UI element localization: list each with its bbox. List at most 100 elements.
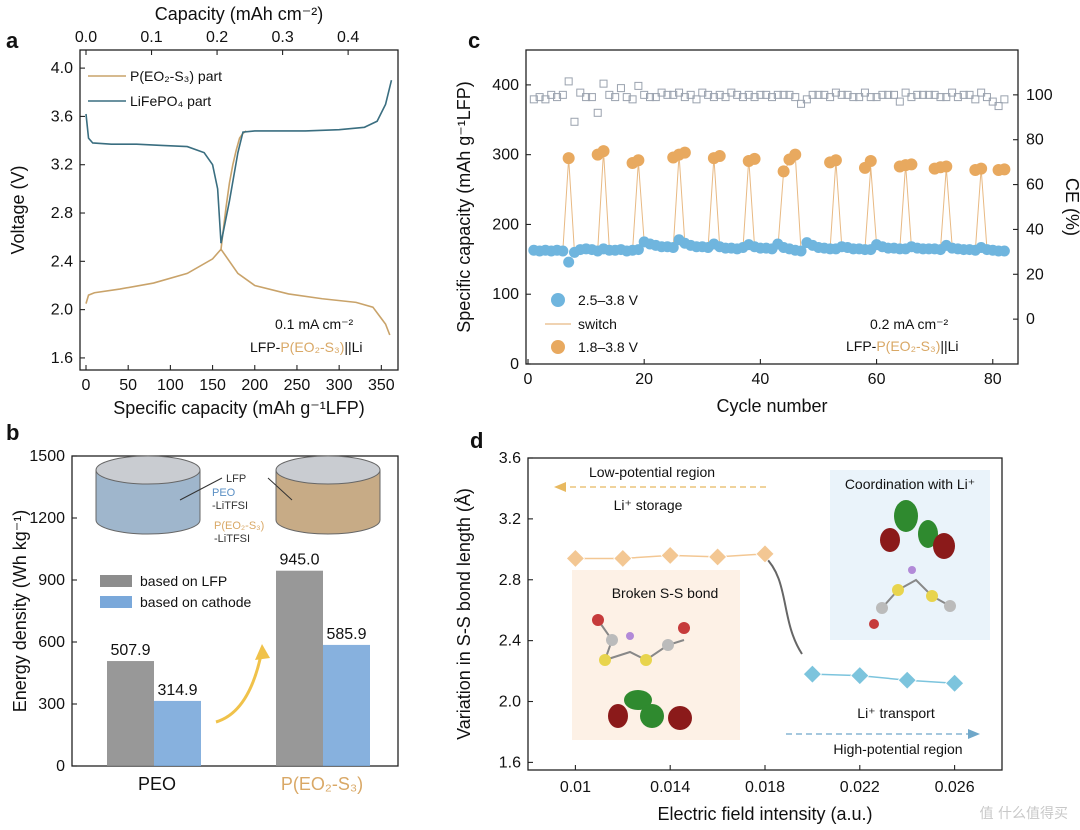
peos-cylinder-top xyxy=(275,455,381,485)
inset-label-lfp: LFP xyxy=(226,473,246,485)
panel-a-y-tick-label: 3.6 xyxy=(51,108,73,125)
panel-d-x-tick-label: 0.01 xyxy=(560,779,591,796)
low-region-arrow-head xyxy=(554,482,566,492)
panel-c-ce-point xyxy=(640,90,649,99)
panel-b-y-tick-label: 300 xyxy=(38,696,65,713)
panel-a: a 0 50 100 150 200 250 300 350 0.0 0.1 0.2 0.3 0.4 … xyxy=(6,4,399,418)
molecule-broken-bond xyxy=(592,614,692,730)
panel-c-ce-point xyxy=(768,93,776,102)
panel-c-y2-tick-label: 80 xyxy=(1026,132,1044,149)
annotation-broken-bond: Broken S-S bond xyxy=(612,585,719,601)
panel-c-ce-point xyxy=(599,79,608,88)
panel-a-x-label: Specific capacity (mAh g⁻¹LFP) xyxy=(113,398,365,418)
panel-c-ce-point xyxy=(698,88,707,97)
panel-c-annotation-rate: 0.2 mA cm⁻² xyxy=(870,316,949,332)
panel-label-d: d xyxy=(470,428,483,453)
panel-a-line-up-1 xyxy=(220,79,393,244)
annotation-coordination: Coordination with Li⁺ xyxy=(845,476,975,492)
panel-c-y-tick-label: 0 xyxy=(510,356,519,373)
panel-a-plot-area xyxy=(79,49,399,371)
panel-c-ce-point xyxy=(924,90,933,99)
panel-c-legend-label-1: switch xyxy=(578,316,617,332)
panel-c-orange-point xyxy=(632,154,645,167)
panel-c-y2-ticks: 0 20 40 60 80 100 xyxy=(1013,87,1053,328)
panel-c-blue-point xyxy=(557,245,569,257)
watermark: 值 什么值得买 xyxy=(980,805,1068,822)
panel-c-ce-point xyxy=(797,99,806,108)
panel-c-legend-swatch-2 xyxy=(551,340,565,354)
panel-label-b: b xyxy=(6,420,19,445)
panel-a-y-ticks: 1.6 2.0 2.4 2.8 3.2 3.6 4.0 xyxy=(51,60,85,367)
panel-c-ce-point xyxy=(808,90,817,99)
panel-c-ce-point xyxy=(616,84,625,93)
panel-c-ce-point xyxy=(721,93,730,102)
panel-c-ce-point xyxy=(576,88,585,97)
molecule-coordination xyxy=(869,500,956,629)
panel-a-y-label: Voltage (V) xyxy=(8,165,28,254)
high-region-arrow-head xyxy=(968,729,980,739)
panel-d-y-tick-label: 2.4 xyxy=(499,633,521,650)
panel-c-y-ticks: 0 100 200 300 400 xyxy=(492,77,531,373)
panel-b-legend-label-0: based on LFP xyxy=(140,573,227,589)
panel-c-ce-point xyxy=(988,97,997,106)
panel-c-ce-point xyxy=(669,90,678,99)
panel-d-point-1 xyxy=(897,670,917,690)
panel-a-line-0 xyxy=(85,247,391,336)
panel-c-ce-point xyxy=(791,93,800,102)
panel-c-y2-tick-label: 40 xyxy=(1026,221,1044,238)
panel-c-ce-point xyxy=(901,88,910,97)
panel-d-point-1 xyxy=(945,673,965,693)
panel-c-orange-point xyxy=(829,154,842,167)
inset-pointer-lfp-2 xyxy=(267,477,293,501)
panel-c-plot-area xyxy=(525,49,1019,365)
inset-label-litfsi-2: -LiTFSI xyxy=(214,533,250,545)
panel-a-x-tick-label: 300 xyxy=(326,377,353,394)
panel-d-x-label: Electric field intensity (a.u.) xyxy=(657,804,872,824)
panel-c-ce-point xyxy=(837,90,846,99)
peo-cylinder-body xyxy=(95,470,201,535)
panel-d-x-tick-label: 0.022 xyxy=(840,779,880,796)
panel-a-x2-label: Capacity (mAh cm⁻²) xyxy=(155,4,324,24)
panel-c-ce-point xyxy=(948,88,957,97)
panel-c-ce-point xyxy=(843,90,852,99)
improvement-arrow-head xyxy=(255,644,270,660)
panel-c-y-tick-label: 100 xyxy=(492,286,519,303)
panel-c-ce-point xyxy=(994,102,1003,111)
panel-c-blue-point xyxy=(563,256,575,268)
panel-c-ce-point xyxy=(587,93,596,102)
panel-d-point-0 xyxy=(613,548,633,569)
panel-b-bar-1-0 xyxy=(154,700,201,766)
panel-a-y-tick-label: 2.8 xyxy=(51,205,73,222)
inset-label-peo: PEO xyxy=(212,487,236,499)
panel-c-ce-point xyxy=(686,90,695,99)
panel-d-y-tick-label: 3.2 xyxy=(499,511,521,528)
panel-c-ce-point xyxy=(820,90,829,99)
panel-a-series xyxy=(85,79,393,336)
panel-c-ce-point xyxy=(564,77,573,86)
panel-c-ce-point xyxy=(593,108,602,117)
panel-c-ce-point xyxy=(651,93,660,102)
panel-a-y-tick-label: 2.4 xyxy=(51,253,73,270)
panel-d-y-tick-label: 1.6 xyxy=(499,754,521,771)
panel-c-blue-point xyxy=(998,245,1010,257)
panel-c-ce-point xyxy=(547,90,556,99)
panel-label-a: a xyxy=(6,28,19,53)
panel-c-ce-point xyxy=(709,93,718,102)
panel-a-x2-tick-label: 0.1 xyxy=(140,29,162,46)
panel-c-ce-point xyxy=(680,93,689,102)
panel-c-x-tick-label: 80 xyxy=(984,371,1002,388)
panel-c-orange-point xyxy=(678,146,691,159)
panel-c-ce-point xyxy=(849,93,858,102)
panel-c-ce-point xyxy=(959,90,968,99)
panel-c-ce-point xyxy=(930,90,939,99)
panel-c-ce-point xyxy=(802,95,811,104)
panel-b-bar-label-1-0: 314.9 xyxy=(157,682,197,699)
panel-d-point-0 xyxy=(565,548,585,569)
panel-c-ce-point xyxy=(582,93,591,102)
panel-b-legend-swatch-1 xyxy=(100,596,132,608)
panel-c-ce-point xyxy=(855,93,864,102)
panel-c-switch-line xyxy=(562,151,988,253)
panel-c-y2-tick-label: 60 xyxy=(1026,177,1044,194)
panel-a-x2-tick-label: 0.2 xyxy=(206,29,228,46)
panel-a-y-tick-label: 1.6 xyxy=(51,350,73,367)
